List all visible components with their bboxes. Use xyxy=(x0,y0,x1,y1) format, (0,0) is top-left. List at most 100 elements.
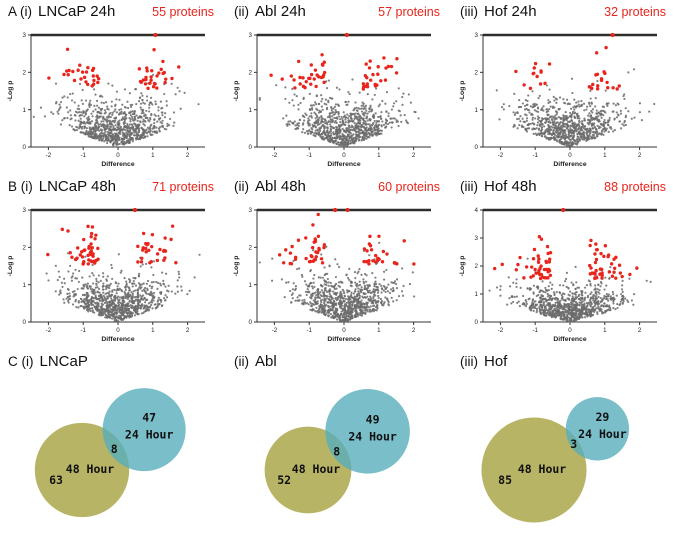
svg-text:2: 2 xyxy=(186,152,190,159)
svg-text:-Log p: -Log p xyxy=(233,256,240,277)
svg-text:1: 1 xyxy=(475,107,479,114)
panel-header: (iii) Hof 48h 88 proteins xyxy=(452,177,678,199)
svg-text:0: 0 xyxy=(116,327,120,334)
svg-text:2: 2 xyxy=(249,245,253,252)
svg-text:1: 1 xyxy=(603,152,607,159)
svg-text:0: 0 xyxy=(475,319,479,326)
protein-count-label: 71 proteins xyxy=(152,180,214,194)
svg-text:0: 0 xyxy=(342,152,346,159)
protein-count-label: 57 proteins xyxy=(378,5,440,19)
panel-header: (iii) Hof xyxy=(452,352,678,374)
svg-text:1: 1 xyxy=(475,291,479,298)
protein-count-label: 32 proteins xyxy=(604,5,666,19)
panel-venn-hof: (iii) Hof 29 24 Hour 3 48 Hour 85 xyxy=(452,352,678,542)
panel-index-label: (ii) xyxy=(234,4,249,19)
svg-text:-Log p: -Log p xyxy=(7,256,14,277)
svg-text:2: 2 xyxy=(412,327,416,334)
svg-text:2: 2 xyxy=(638,152,642,159)
svg-text:-1: -1 xyxy=(532,152,538,159)
svg-text:-Log p: -Log p xyxy=(7,81,14,102)
volcano-plot-abl-24h: 0 1 2 3 -2 -1 0 1 2 -Log p Difference xyxy=(233,32,431,168)
panel-title: Abl xyxy=(255,353,277,370)
volcano-plot-hof-24h: 0 1 2 3 -2 -1 0 1 2 -Log p Difference xyxy=(459,32,657,168)
panel-index-label: (iii) xyxy=(460,179,478,194)
svg-text:2: 2 xyxy=(23,70,27,77)
panel-hof-48h: (iii) Hof 48h 88 proteins 0 1 2 3 4 -2 -1 0 1 2 -L… xyxy=(452,177,678,347)
volcano-plot-lncap-24h: 0 1 2 3 -2 -1 0 1 2 -Log p Difference xyxy=(7,32,205,168)
panel-index-label: A (i) xyxy=(8,4,33,19)
panel-title: Abl 48h xyxy=(255,178,306,195)
svg-text:0: 0 xyxy=(116,152,120,159)
svg-text:Difference: Difference xyxy=(327,336,360,343)
svg-text:2: 2 xyxy=(412,152,416,159)
svg-text:Difference: Difference xyxy=(553,336,586,343)
svg-text:-Log p: -Log p xyxy=(459,81,466,102)
panel-title: Hof xyxy=(484,353,508,370)
svg-text:1: 1 xyxy=(23,107,27,114)
svg-text:1: 1 xyxy=(249,282,253,289)
svg-text:0: 0 xyxy=(342,327,346,334)
svg-text:2: 2 xyxy=(186,327,190,334)
svg-text:Difference: Difference xyxy=(327,161,360,168)
row-a: A (i) LNCaP 24h 55 proteins 0 1 2 3 -2 -1 0 1 2 -… xyxy=(0,2,678,172)
panel-header: C (i) LNCaP xyxy=(0,352,226,374)
svg-text:-2: -2 xyxy=(498,327,504,334)
panel-hof-24h: (iii) Hof 24h 32 proteins 0 1 2 3 -2 -1 0 1 2 -Lo… xyxy=(452,2,678,172)
panel-title: LNCaP 24h xyxy=(38,3,116,20)
svg-text:4: 4 xyxy=(475,207,479,214)
svg-text:0: 0 xyxy=(568,152,572,159)
panel-header: A (i) LNCaP 24h 55 proteins xyxy=(0,2,226,24)
svg-text:-1: -1 xyxy=(306,152,312,159)
svg-text:3: 3 xyxy=(23,207,27,214)
protein-count-label: 60 proteins xyxy=(378,180,440,194)
svg-text:0: 0 xyxy=(23,319,27,326)
svg-text:2: 2 xyxy=(475,263,479,270)
panel-header: (iii) Hof 24h 32 proteins xyxy=(452,2,678,24)
svg-text:3: 3 xyxy=(23,32,27,39)
svg-text:1: 1 xyxy=(23,282,27,289)
svg-text:-1: -1 xyxy=(80,152,86,159)
svg-text:1: 1 xyxy=(249,107,253,114)
panel-header: (ii) Abl 24h 57 proteins xyxy=(226,2,452,24)
volcano-plot-lncap-48h: 0 1 2 3 -2 -1 0 1 2 -Log p Difference xyxy=(7,207,205,343)
panel-header: (ii) Abl 48h 60 proteins xyxy=(226,177,452,199)
panel-lncap-48h: B (i) LNCaP 48h 71 proteins 0 1 2 3 -2 -1 0 1 2 -… xyxy=(0,177,226,347)
volcano-plot-abl-48h: 0 1 2 3 -2 -1 0 1 2 -Log p Difference xyxy=(233,207,431,343)
svg-text:3: 3 xyxy=(249,32,253,39)
svg-text:3: 3 xyxy=(475,32,479,39)
svg-text:0: 0 xyxy=(23,144,27,151)
svg-text:3: 3 xyxy=(249,207,253,214)
panel-header: (ii) Abl xyxy=(226,352,452,374)
svg-text:1: 1 xyxy=(151,327,155,334)
svg-text:-2: -2 xyxy=(46,152,52,159)
svg-text:-2: -2 xyxy=(498,152,504,159)
panel-title: LNCaP 48h xyxy=(38,178,117,195)
protein-count-label: 88 proteins xyxy=(604,180,666,194)
svg-text:Difference: Difference xyxy=(101,161,134,168)
svg-text:-1: -1 xyxy=(80,327,86,334)
svg-text:3: 3 xyxy=(475,235,479,242)
panel-venn-lncap: C (i) LNCaP 47 24 Hour 8 48 Hour 63 xyxy=(0,352,226,542)
svg-text:-Log p: -Log p xyxy=(459,256,466,277)
row-b: B (i) LNCaP 48h 71 proteins 0 1 2 3 -2 -1 0 1 2 -… xyxy=(0,177,678,347)
panel-index-label: B (i) xyxy=(8,179,33,194)
panel-index-label: (ii) xyxy=(234,354,249,369)
svg-text:-2: -2 xyxy=(272,327,278,334)
panel-abl-48h: (ii) Abl 48h 60 proteins 0 1 2 3 -2 -1 0 1 2 -Log… xyxy=(226,177,452,347)
svg-text:-2: -2 xyxy=(46,327,52,334)
svg-text:1: 1 xyxy=(151,152,155,159)
row-c: C (i) LNCaP 47 24 Hour 8 48 Hour 63 (ii) Abl… xyxy=(0,352,678,542)
svg-text:Difference: Difference xyxy=(553,161,586,168)
panel-index-label: (ii) xyxy=(234,179,249,194)
panel-title: LNCaP xyxy=(39,353,88,370)
panel-title: Hof 48h xyxy=(484,178,537,195)
svg-text:-Log p: -Log p xyxy=(233,81,240,102)
svg-text:1: 1 xyxy=(377,152,381,159)
svg-text:0: 0 xyxy=(249,319,253,326)
panel-index-label: (iii) xyxy=(460,4,478,19)
panel-title: Abl 24h xyxy=(255,3,306,20)
panel-lncap-24h: A (i) LNCaP 24h 55 proteins 0 1 2 3 -2 -1 0 1 2 -… xyxy=(0,2,226,172)
